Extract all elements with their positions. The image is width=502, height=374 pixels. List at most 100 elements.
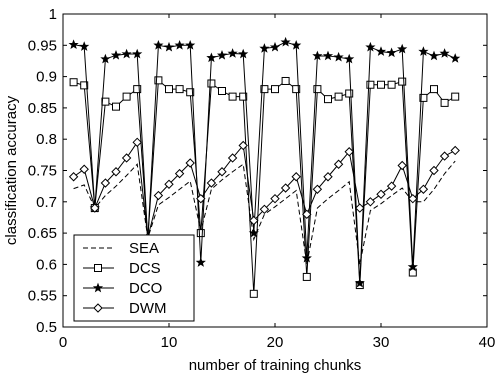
data-point-dco (68, 39, 79, 49)
data-point-dwm (429, 165, 439, 176)
data-point-dco (153, 39, 164, 50)
y-tick-label: 0.55 (28, 288, 57, 305)
data-point-dcs (430, 85, 438, 94)
data-point-dco (269, 41, 281, 52)
data-point-dwm (111, 167, 121, 177)
data-point-dcs (228, 92, 237, 101)
data-point-dco (333, 51, 344, 62)
data-point-dco (322, 50, 334, 61)
series-dcs (69, 76, 460, 298)
data-point-dco (195, 257, 206, 267)
data-point-dcs (69, 78, 78, 87)
data-point-dwm (238, 140, 248, 151)
data-point-dwm (68, 172, 79, 182)
data-point-dcs (440, 98, 449, 107)
legend-box (73, 234, 195, 322)
data-point-dwm (418, 184, 429, 194)
data-point-dwm (79, 164, 89, 174)
data-point-dco (216, 49, 228, 60)
y-tick-label: 0.7 (36, 194, 57, 211)
data-point-dco (428, 50, 440, 61)
data-point-dcs (196, 229, 205, 238)
data-point-dcs (154, 76, 163, 85)
y-tick-label: 0.5 (36, 319, 57, 336)
data-point-dco (386, 47, 397, 58)
x-tick-label: 40 (479, 334, 496, 351)
data-point-dwm (302, 209, 312, 220)
data-point-dcs (186, 88, 195, 97)
data-point-dco (365, 41, 376, 52)
data-point-dcs (377, 80, 385, 89)
data-point-dwm (408, 193, 418, 204)
data-point-dco (301, 252, 312, 263)
legend-entry-dco: DCO (83, 280, 162, 297)
x-tick-label: 30 (373, 334, 390, 351)
data-point-dwm (365, 197, 376, 207)
data-point-dco (418, 46, 429, 56)
data-point-dwm (100, 178, 111, 188)
data-point-dcs (175, 85, 184, 94)
data-point-dwm (376, 189, 386, 199)
data-point-dco (227, 48, 238, 58)
data-point-dco (174, 39, 185, 50)
series-line-sea (73, 160, 456, 265)
y-tick-label: 0.65 (28, 225, 57, 242)
data-point-dco (375, 46, 387, 56)
x-tick-label: 20 (267, 334, 284, 351)
y-tick-label: 0.95 (28, 37, 57, 54)
data-point-dco (259, 43, 270, 53)
data-point-dwm (121, 153, 132, 163)
data-point-dwm (153, 190, 164, 201)
data-point-dco (280, 36, 291, 47)
data-point-dwm (164, 179, 174, 189)
data-point-dwm (270, 193, 280, 204)
data-point-dco (397, 43, 408, 54)
legend-entry-dcs: DCS (83, 260, 161, 277)
data-point-dcs (249, 289, 258, 298)
data-point-dcs (419, 93, 428, 102)
data-point-dcs (133, 85, 142, 94)
x-tick-label: 10 (161, 334, 178, 351)
y-tick-label: 1 (49, 6, 57, 23)
y-tick-label: 0.75 (28, 163, 57, 180)
y-tick-label: 0.6 (36, 256, 57, 273)
legend-label: DWM (129, 300, 167, 317)
data-point-dcs (281, 76, 290, 85)
data-point-dwm (439, 151, 450, 161)
data-point-dco (185, 39, 196, 50)
data-point-dwm (291, 172, 301, 182)
legend-marker (94, 264, 102, 272)
data-point-dco (407, 261, 418, 272)
series-sea (73, 160, 456, 265)
y-tick-label: 0.85 (28, 100, 57, 117)
data-point-dwm (280, 183, 291, 193)
data-point-dcs (302, 272, 311, 281)
data-point-dco (354, 277, 365, 288)
data-point-dcs (345, 89, 354, 98)
legend-entry-sea: SEA (83, 240, 159, 257)
data-point-dwm (312, 184, 323, 194)
data-point-dwm (333, 159, 344, 169)
data-point-dcs (366, 80, 375, 89)
data-point-dcs (122, 92, 131, 101)
data-point-dwm (323, 172, 333, 182)
data-point-dwm (90, 203, 100, 213)
legend-label: DCS (129, 260, 161, 277)
data-point-dcs (313, 85, 322, 94)
data-point-dcs (334, 92, 343, 101)
data-point-dco (312, 50, 323, 61)
data-point-dcs (387, 80, 396, 89)
legend-label: DCO (129, 280, 162, 297)
data-point-dco (163, 41, 175, 52)
data-point-dwm (259, 204, 270, 215)
y-tick-label: 0.9 (36, 69, 57, 86)
data-point-dco (238, 48, 249, 59)
data-point-dco (206, 52, 217, 63)
legend-marker (92, 282, 104, 293)
data-point-dco (79, 41, 90, 51)
data-point-dwm (206, 178, 217, 188)
data-point-dco (100, 53, 111, 64)
